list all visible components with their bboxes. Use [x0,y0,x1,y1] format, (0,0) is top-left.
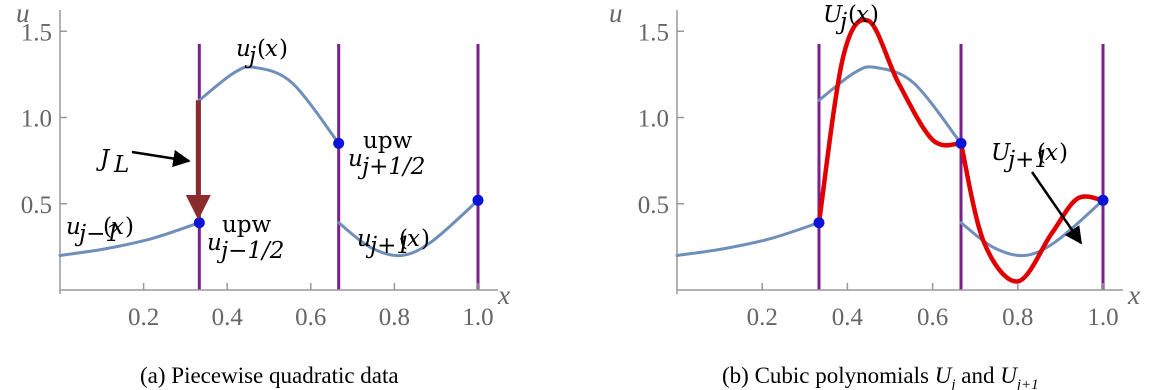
y-tick-label: 0.5 [638,192,669,219]
panel-a-axes [59,10,498,294]
panel-b: 0.2 0.4 0.6 0.8 1.0 0.51.01.5 u x U j (x) U … [609,0,1140,390]
x-tick-label: 1.0 [1087,304,1118,331]
x-tick-label: 0.4 [212,304,244,331]
panel-a-caption: (a) Piecewise quadratic data [140,363,399,388]
j-l-pointer-arrow [131,149,191,168]
panel-a: 0.2 0.4 0.6 0.8 1.0 0.51.01.5 u x u j−1 (x) … [16,0,510,388]
panel-a-y-ticks: 0.5 1.0 1.5 [21,19,67,219]
svg-text:u: u [236,36,251,62]
svg-text:x: x [265,36,278,62]
x-tick-label: 0.6 [295,304,326,331]
svg-text:U: U [991,140,1012,166]
svg-text:j−1: j−1 [74,221,120,247]
upwind-point [333,137,345,149]
svg-text:x: x [111,214,124,240]
svg-text:(: ( [1037,140,1046,166]
svg-text:(b) Cubic polynomials Uj and U: (b) Cubic polynomials Uj and Uj+1 [722,363,1039,390]
svg-text:u: u [66,214,81,240]
svg-text:(: ( [103,214,112,240]
u-j-plus-1-pointer-arrow [1030,171,1083,245]
svg-text:): ) [279,36,288,62]
x-tick-label: 0.2 [747,304,778,331]
svg-text:j+1/2: j+1/2 [357,154,425,180]
quadratic-curve [675,221,821,257]
cubic-curve [816,17,964,225]
quadratic-curve [959,198,1105,258]
upwind-point [813,217,825,229]
label-j-l: J L [96,146,129,178]
svg-text:j−1/2: j−1/2 [216,238,284,264]
y-tick-label: 0.5 [21,192,52,219]
panel-a-curves [58,65,480,258]
upwind-point [193,217,205,229]
svg-text:u: u [348,146,363,172]
label-u-j: u j (x) [236,36,288,69]
panel-b-interfaces [817,44,1105,290]
y-tick-label: 1.0 [21,106,52,133]
svg-text:x: x [856,2,869,28]
label-u-upw-right: u upw j+1/2 [348,128,425,180]
label-big-u-j-plus-1: U j+1 (x) [991,140,1068,173]
panel-a-y-axis-label: u [16,0,30,28]
panel-b-curves [675,17,1106,284]
x-tick-label: 0.8 [1002,304,1033,331]
svg-text:x: x [1045,140,1058,166]
svg-text:(: ( [848,2,857,28]
panel-b-x-ticks: 0.2 0.4 0.6 0.8 1.0 [747,283,1119,331]
upwind-point [955,137,967,149]
svg-text:x: x [407,226,420,252]
svg-text:J: J [96,146,111,172]
cubic-curve [958,141,1106,284]
panel-b-caption: (b) Cubic polynomials Uj and Uj+1 [722,363,1039,390]
panel-b-x-axis-label: x [1127,280,1140,310]
panel-a-x-ticks: 0.2 0.4 0.6 0.8 1.0 [128,283,494,331]
svg-text:L: L [113,152,129,178]
y-tick-label: 1.0 [638,106,669,133]
label-u-j-minus-1: u j−1 (x) [66,214,134,247]
svg-text:upw: upw [222,212,272,238]
y-tick-label: 1.5 [21,19,52,46]
x-tick-label: 0.2 [128,304,159,331]
x-tick-label: 0.8 [379,304,410,331]
upwind-point [1097,194,1109,206]
svg-text:u: u [207,230,222,256]
panel-a-x-axis-label: x [497,280,510,310]
svg-text:(: ( [399,226,408,252]
label-u-upw-left: u upw j−1/2 [207,212,284,264]
panel-b-y-ticks: 0.5 1.0 1.5 [638,19,684,219]
x-tick-label: 1.0 [462,304,493,331]
svg-text:): ) [1059,140,1068,166]
svg-text:u: u [357,226,372,252]
x-tick-label: 0.6 [917,304,948,331]
panel-b-points [813,137,1109,229]
svg-text:j+1: j+1 [365,233,411,259]
upwind-point [472,194,484,206]
svg-text:): ) [870,2,879,28]
y-tick-label: 1.5 [638,19,669,46]
label-u-j-plus-1: u j+1 (x) [357,226,430,259]
svg-text:(: ( [257,36,266,62]
svg-text:upw: upw [363,128,413,154]
x-tick-label: 0.4 [832,304,864,331]
quadratic-curve [58,221,201,257]
panel-b-axes [676,10,1123,294]
svg-text:): ) [421,226,430,252]
quadratic-curve [817,65,963,145]
quadratic-curve [337,198,480,258]
svg-text:j+1: j+1 [1003,147,1049,173]
svg-text:): ) [125,214,134,240]
svg-text:U: U [823,2,844,28]
quadratic-curve [197,65,341,145]
panel-b-y-axis-label: u [609,0,623,28]
